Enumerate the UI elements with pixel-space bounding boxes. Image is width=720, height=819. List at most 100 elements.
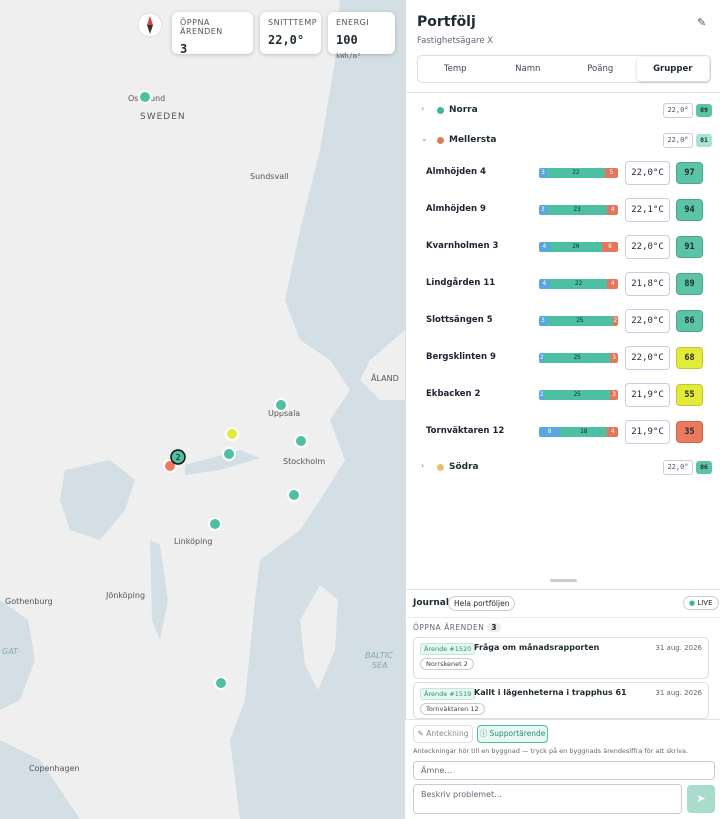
subject-input[interactable]: Ämne… [413,761,715,780]
building-row[interactable]: Bergsklinten 9 2 25 3 22,0°C 68 [405,343,720,373]
building-row[interactable]: Almhöjden 9 3 23 4 22,1°C 94 [405,195,720,225]
building-row[interactable]: Ekbacken 2 2 25 3 21,9°C 55 [405,380,720,410]
temp-box: 22,0°C [625,161,670,185]
map-marker[interactable] [222,447,236,461]
ticket-building: Norrskenet 2 [420,658,474,670]
map-marker[interactable] [138,90,152,104]
bar-segment: 4 [607,205,618,215]
group-row[interactable]: ⌄ Mellersta 22,0° 81 [405,131,720,151]
group-dot [437,137,444,144]
building-name: Bergsklinten 9 [426,352,496,362]
map-label: BALTIC [365,651,393,660]
map-marker[interactable] [225,427,239,441]
map-marker[interactable] [287,488,301,502]
temp-box: 22,0°C [625,309,670,333]
map-label: Sundsvall [250,172,289,181]
ticket-id: Ärende #1520 [420,643,476,655]
bar-segment: 4 [539,279,550,289]
map-label: Stockholm [283,457,325,466]
building-row[interactable]: Tornväktaren 12 8 18 4 21,9°C 35 [405,417,720,447]
bar-segment: 8 [539,427,561,437]
bar-segment: 4 [607,427,618,437]
ticket-date: 31 aug. 2026 [655,644,702,652]
chevron: › [421,104,425,113]
stat-card: ENERGI 100 kWh/m² [328,12,395,60]
open-count: 3 [487,623,501,632]
panel-title: Portfölj [417,14,476,30]
ticket-building: Tornväktaren 12 [420,703,485,715]
bar-segment: 22 [546,168,605,178]
map-marker[interactable] [208,517,222,531]
group-dot [437,464,444,471]
tab[interactable]: Grupper [637,57,710,81]
ticket-card[interactable]: Ärende #1520 Fråga om månadsrapporten 31 a… [413,637,709,679]
map-label: und [150,94,165,103]
building-name: Kvarnholmen 3 [426,241,499,251]
tabs: Temp Namn Poäng Grupper [417,55,711,83]
map-marker[interactable] [294,434,308,448]
building-row[interactable]: Kvarnholmen 3 4 20 6 22,0°C 91 [405,232,720,262]
panel-subtitle: Fastighetsägare X [417,36,494,46]
bar-segment: 2 [539,353,545,363]
bar-segment: 3 [610,353,618,363]
map-label: Os [128,94,138,103]
building-name: Ekbacken 2 [426,389,481,399]
tab[interactable]: Poäng [587,64,614,74]
building-row[interactable]: Lindgården 11 4 22 4 21,8°C 89 [405,269,720,299]
status-bar: 4 20 6 [539,242,618,252]
journal-title: Journal [413,598,449,608]
map-label: Linköping [174,537,212,546]
ticket-card[interactable]: Ärende #1519 Kallt i lägenheterna i trapp… [413,682,709,719]
map-label: Uppsala [268,409,300,418]
tab[interactable]: Temp [443,64,467,74]
chevron: ⌄ [421,134,428,143]
group-name: Norra [449,105,478,115]
body-input[interactable]: Beskriv problemet… [413,784,682,814]
temp-box: 21,8°C [625,272,670,296]
map-marker[interactable] [274,398,288,412]
send-button[interactable]: ➤ [687,785,715,813]
ticket-title: Fråga om månadsrapporten [474,643,600,652]
status-bar: 4 22 4 [539,279,618,289]
map-label: Gothenburg [5,597,53,606]
scope-chip[interactable]: Hela portföljen [448,596,516,611]
stat-value: 100 [336,33,358,47]
bar-segment: 20 [549,242,603,252]
bar-segment: 3 [539,205,547,215]
group-dot [437,107,444,114]
building-row[interactable]: Slottsängen 5 3 25 2 22,0°C 86 [405,306,720,336]
group-row[interactable]: › Norra 22,0° 89 [405,101,720,121]
group-temp: 22,0° [663,103,693,118]
map-cluster[interactable] [170,449,186,465]
stat-card: SNITTTEMP 22,0° [260,12,321,54]
stat-label: ÖPPNA ÄRENDEN [180,18,223,36]
status-bar: 3 22 5 [539,168,618,178]
group-row[interactable]: › Södra 22,0° 86 [405,458,720,478]
temp-box: 21,9°C [625,420,670,444]
mode-button[interactable]: Anteckning [426,729,469,738]
temp-box: 22,0°C [625,235,670,259]
status-bar: 8 18 4 [539,427,618,437]
score-box: 91 [676,236,703,258]
status-bar: 2 25 3 [539,390,618,400]
map-label: Jönköping [105,591,145,600]
bar-segment: 3 [539,316,547,326]
map-marker[interactable] [163,459,177,473]
temp-box: 22,1°C [625,198,670,222]
score-box: 35 [676,421,703,443]
group-temp: 22,0° [663,460,693,475]
map[interactable]: Os und SWEDEN Sundsvall Uppsala Stockhol… [0,0,405,819]
bar-segment: 5 [604,168,618,178]
bar-segment: 25 [544,353,611,363]
map-marker[interactable] [214,676,228,690]
building-row[interactable]: Almhöjden 4 3 22 5 22,0°C 97 [405,158,720,188]
edit-button[interactable]: ✎ [697,16,707,29]
mode-button[interactable]: Supportärende [489,729,546,738]
status-bar: 3 25 2 [539,316,618,326]
drag-handle[interactable] [550,579,577,582]
score-box: 55 [676,384,703,406]
group-name: Södra [449,462,479,472]
tab[interactable]: Namn [515,64,541,74]
bar-segment: 23 [546,205,608,215]
